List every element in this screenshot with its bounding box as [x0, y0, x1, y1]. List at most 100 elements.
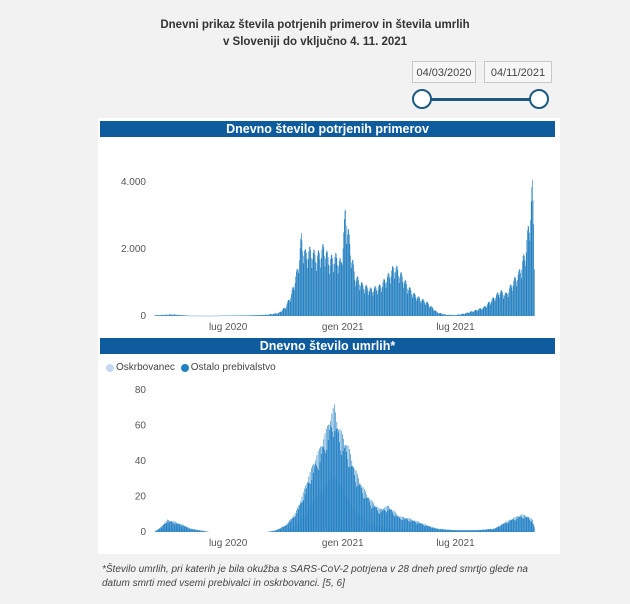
case-bar — [459, 314, 460, 316]
ostalo-bar — [371, 508, 373, 532]
ostalo-bar — [404, 517, 406, 532]
case-bar — [366, 285, 368, 316]
case-bar — [512, 285, 514, 316]
case-bar — [348, 229, 349, 316]
ostalo-bar — [421, 523, 422, 532]
case-bar — [304, 250, 305, 316]
case-bar — [363, 288, 364, 316]
deaths-legend: Oskrbovanec Ostalo prebivalstvo — [106, 362, 276, 373]
case-bar — [378, 286, 379, 316]
case-bar — [305, 249, 306, 316]
case-bar — [474, 310, 476, 316]
ostalo-bar — [432, 528, 434, 532]
ostalo-bar — [182, 526, 184, 532]
date-slider-start-handle[interactable] — [412, 89, 432, 109]
case-bar — [330, 259, 331, 316]
ostalo-bar — [468, 530, 470, 532]
ostalo-bar — [270, 531, 272, 532]
case-bar — [173, 314, 174, 316]
case-bar — [410, 290, 412, 316]
case-bar — [492, 297, 494, 316]
ostalo-bar — [177, 523, 179, 532]
ostalo-bar — [414, 520, 416, 532]
ostalo-bar — [357, 474, 358, 532]
case-bar — [339, 258, 341, 316]
ostalo-bar — [297, 509, 299, 532]
ostalo-bar — [311, 479, 313, 532]
start-date-input[interactable]: 04/03/2020 — [412, 61, 476, 83]
ostalo-bar — [168, 521, 170, 532]
case-bar — [313, 249, 315, 316]
case-bar — [411, 293, 412, 316]
ostalo-bar — [353, 466, 354, 532]
case-bar — [449, 314, 450, 316]
legend-oskrbovanec-label: Oskrbovanec — [116, 362, 175, 373]
case-bar — [504, 293, 506, 316]
ostalo-bar — [395, 512, 396, 532]
ostalo-bar — [355, 471, 357, 532]
ostalo-bar — [532, 519, 533, 532]
case-bar — [230, 315, 232, 316]
ostalo-bar — [164, 522, 166, 532]
ostalo-bar — [379, 514, 381, 532]
case-bar — [156, 315, 158, 316]
date-slider-end-handle[interactable] — [529, 89, 549, 109]
ostalo-bar — [367, 497, 368, 532]
case-bar — [400, 271, 402, 316]
case-bar — [350, 255, 351, 316]
y-tick-label: 60 — [135, 421, 147, 432]
case-bar — [428, 303, 429, 316]
ostalo-bar — [425, 526, 427, 532]
ostalo-bar — [292, 517, 294, 532]
case-bar — [368, 295, 369, 316]
case-bar — [465, 313, 467, 316]
ostalo-bar — [281, 527, 283, 532]
ostalo-bar — [304, 494, 306, 532]
case-bar — [458, 314, 460, 316]
case-bar — [302, 251, 303, 316]
ostalo-bar — [272, 531, 273, 532]
end-date-input[interactable]: 04/11/2021 — [484, 61, 552, 83]
case-bar — [358, 284, 360, 316]
ostalo-bar — [337, 432, 339, 532]
ostalo-bar — [378, 512, 379, 532]
case-bar — [527, 230, 528, 316]
ostalo-bar — [195, 529, 196, 532]
case-bar — [429, 306, 431, 316]
case-bar — [390, 276, 392, 316]
case-bar — [440, 313, 442, 316]
ostalo-bar — [489, 529, 490, 532]
ostalo-bar — [447, 530, 449, 532]
ostalo-bar — [385, 511, 386, 532]
case-bar — [357, 276, 359, 316]
ostalo-bar — [200, 530, 202, 532]
ostalo-bar — [510, 520, 512, 532]
case-bar — [260, 314, 262, 316]
ostalo-bar — [315, 465, 317, 532]
case-bar — [170, 314, 171, 316]
date-slider-track[interactable] — [421, 98, 541, 101]
ostalo-bar — [401, 516, 403, 532]
ostalo-bar — [363, 497, 364, 532]
case-bar — [508, 292, 510, 316]
case-bar — [451, 315, 453, 316]
case-bar — [497, 293, 499, 316]
case-bar — [173, 314, 175, 316]
ostalo-bar — [380, 508, 381, 532]
case-bar — [329, 273, 330, 316]
case-bar — [452, 314, 453, 316]
case-bar — [289, 301, 291, 316]
case-bar — [285, 308, 287, 316]
case-bar — [345, 225, 347, 316]
case-bar — [406, 284, 407, 316]
ostalo-bar — [313, 463, 315, 532]
ostalo-bar — [410, 521, 412, 532]
case-bar — [286, 303, 288, 316]
ostalo-bar — [177, 523, 178, 532]
ostalo-bar — [284, 525, 286, 532]
case-bar — [455, 315, 457, 316]
ostalo-bar — [203, 530, 205, 532]
ostalo-bar — [384, 507, 386, 532]
ostalo-bar — [515, 516, 517, 532]
case-bar — [466, 312, 467, 316]
